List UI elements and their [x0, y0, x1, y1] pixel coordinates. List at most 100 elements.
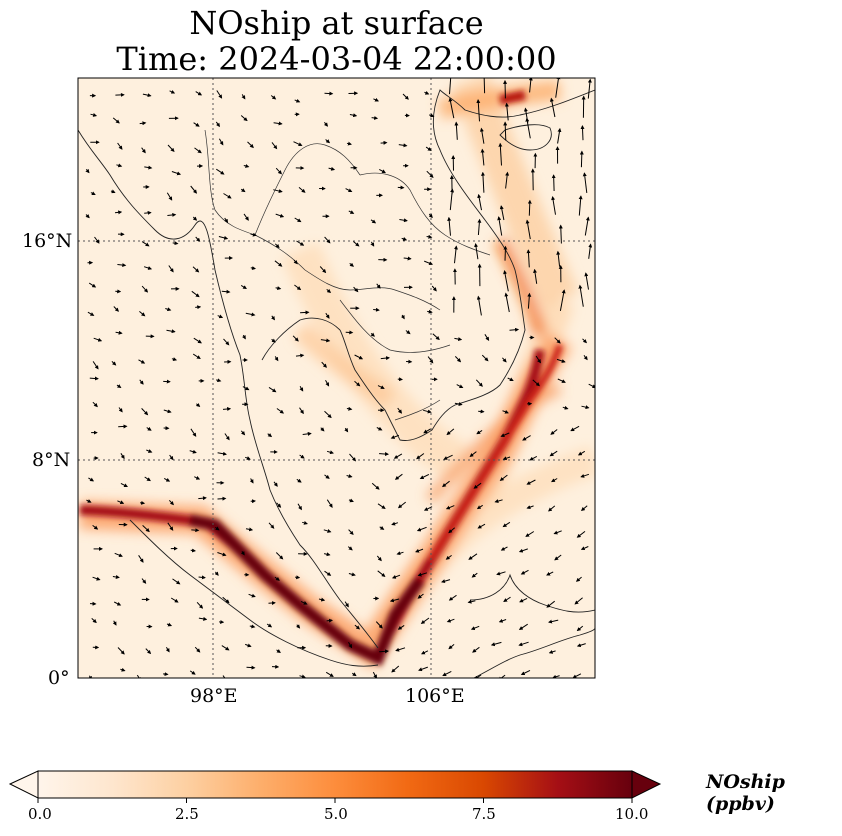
wind-arrow: [399, 218, 408, 223]
wind-arrow: [581, 405, 590, 410]
coastlines: [78, 89, 595, 678]
wind-arrow: [325, 379, 330, 387]
wind-arrow: [405, 330, 411, 335]
wind-arrow: [194, 147, 202, 154]
wind-arrow: [505, 171, 510, 189]
wind-arrow: [525, 117, 531, 139]
wind-arrow: [391, 574, 401, 579]
wind-arrow: [111, 361, 117, 366]
wind-arrow: [526, 249, 531, 268]
wind-arrow: [113, 601, 122, 606]
wind-arrow: [371, 115, 379, 120]
wind-arrow: [140, 500, 146, 505]
wind-arrow: [117, 142, 123, 150]
wind-arrow: [557, 127, 562, 144]
wind-arrow: [379, 525, 385, 530]
wind-arrow: [168, 499, 174, 506]
wind-arrow: [394, 473, 403, 480]
wind-arrow: [118, 407, 123, 413]
wind-arrow: [141, 241, 150, 247]
wind-arrow: [504, 102, 509, 121]
wind-arrow: [390, 434, 400, 439]
wind-arrow: [326, 618, 333, 623]
wind-arrow: [192, 266, 200, 273]
wind-arrow: [328, 166, 336, 171]
wind-arrow: [240, 284, 247, 290]
wind-arrow: [90, 112, 98, 117]
wind-arrow: [380, 140, 388, 145]
wind-arrow: [344, 601, 349, 608]
wind-arrow: [271, 142, 278, 150]
wind-arrow: [449, 188, 455, 211]
wind-arrow: [169, 454, 174, 461]
wind-arrow: [167, 522, 174, 531]
wind-arrow: [88, 477, 95, 482]
wind-arrow: [141, 578, 147, 584]
wind-arrow: [216, 378, 222, 383]
wind-arrow: [144, 210, 152, 215]
wind-arrow: [250, 266, 256, 271]
wind-arrow: [299, 454, 305, 459]
wind-arrow: [377, 570, 386, 578]
wind-arrow: [85, 168, 90, 174]
wind-arrow: [418, 666, 428, 672]
wind-arrow: [345, 188, 353, 193]
wind-arrow: [583, 355, 588, 361]
wind-arrow: [139, 121, 147, 126]
wind-arrow: [553, 530, 562, 535]
wind-arrow: [240, 551, 245, 556]
wind-arrow: [518, 623, 528, 630]
wind-arrow: [114, 210, 123, 215]
map-frame: [77, 77, 596, 679]
wind-arrow: [294, 98, 301, 103]
wind-arrow: [195, 305, 202, 310]
wind-arrow: [500, 432, 510, 437]
wind-arrow: [273, 121, 283, 126]
wind-arrow: [276, 502, 282, 508]
wind-arrow: [215, 121, 220, 128]
lat-label-16n: 16°N: [22, 230, 73, 252]
wind-arrow: [88, 282, 97, 288]
wind-arrow: [354, 380, 361, 387]
wind-arrow: [348, 498, 354, 503]
wind-arrow: [576, 625, 584, 632]
wind-arrow: [453, 245, 458, 264]
wind-arrow: [519, 597, 528, 603]
colorbar: [8, 770, 662, 803]
wind-arrow: [527, 292, 532, 309]
wind-arrow: [456, 384, 464, 389]
wind-arrow: [476, 429, 483, 435]
wind-arrow: [397, 624, 405, 630]
wind-arrow: [242, 386, 250, 391]
wind-arrow: [250, 232, 257, 237]
colorbar-tick-label: 0.0: [28, 805, 52, 823]
wind-arrow: [275, 213, 285, 218]
wind-arrow: [484, 334, 490, 341]
wind-arrow: [299, 407, 304, 415]
wind-arrow: [112, 620, 117, 626]
wind-arrow: [217, 451, 227, 456]
country-borders: [204, 129, 491, 421]
wind-arrow: [348, 572, 356, 577]
wind-arrow: [120, 453, 125, 460]
wind-arrow: [216, 90, 223, 99]
lon-label-106e: 106°E: [405, 685, 465, 707]
wind-arrow: [448, 594, 457, 601]
wind-arrow: [562, 405, 569, 410]
wind-arrow: [215, 526, 220, 531]
wind-arrow: [273, 189, 283, 193]
wind-arrow: [319, 266, 327, 274]
wind-arrow: [476, 295, 482, 316]
wind-arrow: [498, 618, 507, 623]
wind-arrow: [425, 146, 432, 151]
wind-arrow: [348, 210, 355, 214]
wind-arrow: [445, 505, 455, 510]
wind-arrow: [548, 649, 556, 654]
wind-arrow: [503, 596, 511, 602]
wind-arrow: [546, 571, 554, 576]
wind-arrow: [92, 525, 99, 530]
wind-arrow: [354, 354, 364, 360]
wind-arrow: [93, 337, 103, 342]
wind-arrow: [416, 526, 427, 532]
wind-arrow: [555, 78, 561, 98]
